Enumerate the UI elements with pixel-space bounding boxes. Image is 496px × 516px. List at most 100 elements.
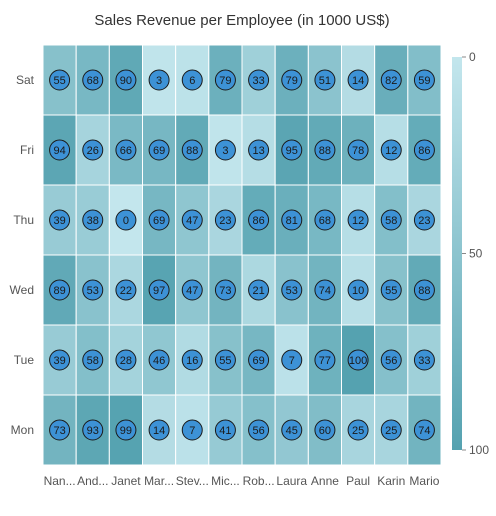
- cell-value-label: 60: [319, 425, 331, 437]
- cell-value-label: 6: [189, 75, 195, 87]
- y-tick-label: Sat: [16, 73, 35, 87]
- cell-value-label: 38: [87, 215, 99, 227]
- cell-marker: [248, 279, 270, 301]
- cell-value-label: 28: [120, 355, 132, 367]
- cell-value-label: 66: [120, 145, 132, 157]
- cell-marker: [181, 69, 203, 91]
- cell-value-label: 59: [418, 75, 430, 87]
- cell-value-label: 73: [219, 285, 231, 297]
- cell-marker: [347, 349, 369, 371]
- cell-marker: [214, 279, 236, 301]
- cell-marker: [380, 69, 402, 91]
- cell-value-label: 46: [153, 355, 165, 367]
- cell-marker: [115, 419, 137, 441]
- cell-value-label: 23: [418, 215, 430, 227]
- cell-marker: [214, 209, 236, 231]
- cell-value-label: 81: [286, 215, 298, 227]
- cell-marker: [413, 139, 435, 161]
- cell-value-label: 45: [286, 425, 298, 437]
- cell-value-label: 7: [189, 425, 195, 437]
- cell-value-label: 69: [252, 355, 264, 367]
- cell-value-label: 93: [87, 425, 99, 437]
- x-tick-label: Rob...: [243, 474, 275, 488]
- cell-marker: [82, 279, 104, 301]
- cell-marker: [181, 349, 203, 371]
- x-tick-label: Paul: [346, 474, 370, 488]
- cell-value-label: 77: [319, 355, 331, 367]
- cell-marker: [148, 419, 170, 441]
- heatmap-cell[interactable]: [108, 254, 144, 326]
- cell-marker: [380, 139, 402, 161]
- cell-marker: [49, 349, 71, 371]
- cell-marker: [181, 279, 203, 301]
- cell-marker: [281, 349, 303, 371]
- cell-value-label: 12: [385, 145, 397, 157]
- cell-marker: [181, 209, 203, 231]
- cell-value-label: 47: [186, 285, 198, 297]
- cell-value-label: 10: [352, 285, 364, 297]
- cell-value-label: 78: [352, 145, 364, 157]
- cell-marker: [148, 69, 170, 91]
- heatmap-cell[interactable]: [341, 114, 376, 186]
- legend-tick-label: 50: [469, 247, 483, 261]
- cell-marker: [248, 69, 270, 91]
- x-tick-label: Mario: [409, 474, 439, 488]
- cell-marker: [148, 349, 170, 371]
- cell-value-label: 79: [286, 75, 298, 87]
- cell-value-label: 7: [289, 355, 295, 367]
- cell-marker: [49, 419, 71, 441]
- cell-marker: [115, 279, 137, 301]
- cell-marker: [82, 349, 104, 371]
- x-tick-label: Mar...: [144, 474, 174, 488]
- cell-marker: [380, 279, 402, 301]
- cell-value-label: 68: [319, 215, 331, 227]
- cell-value-label: 88: [418, 285, 430, 297]
- cell-value-label: 55: [219, 355, 231, 367]
- heatmap-markers: 55 68 90 3 6 79 33 79 51 14 82 59 94 26 66 69 88 3 13 95 88 7…: [49, 69, 435, 441]
- cell-value-label: 69: [153, 215, 165, 227]
- cell-value-label: 88: [319, 145, 331, 157]
- cell-value-label: 73: [53, 425, 65, 437]
- cell-marker: [49, 139, 71, 161]
- cell-marker: [248, 209, 270, 231]
- y-axis-labels: Sat Fri Thu Wed Tue Mon: [10, 73, 35, 437]
- cell-marker: [413, 349, 435, 371]
- cell-marker: [380, 209, 402, 231]
- cell-value-label: 3: [156, 75, 162, 87]
- cell-marker: [115, 139, 137, 161]
- cell-value-label: 47: [186, 215, 198, 227]
- cell-marker: [49, 69, 71, 91]
- cell-value-label: 25: [352, 425, 364, 437]
- legend-tick-label: 100: [469, 443, 489, 457]
- cell-value-label: 21: [252, 285, 264, 297]
- cell-marker: [380, 419, 402, 441]
- cell-value-label: 79: [219, 75, 231, 87]
- cell-marker: [148, 139, 170, 161]
- cell-value-label: 68: [87, 75, 99, 87]
- cell-marker: [115, 69, 137, 91]
- cell-value-label: 14: [153, 425, 165, 437]
- x-tick-label: Karin: [377, 474, 405, 488]
- cell-marker: [347, 419, 369, 441]
- cell-marker: [380, 349, 402, 371]
- heatmap-cells: [42, 44, 442, 466]
- y-tick-label: Fri: [20, 143, 34, 157]
- cell-marker: [214, 69, 236, 91]
- heatmap-cell[interactable]: [274, 44, 309, 116]
- heatmap-cell[interactable]: [75, 114, 110, 186]
- cell-value-label: 97: [153, 285, 165, 297]
- cell-value-label: 74: [418, 425, 430, 437]
- cell-value-label: 69: [153, 145, 165, 157]
- cell-value-label: 94: [53, 145, 65, 157]
- cell-value-label: 53: [87, 285, 99, 297]
- cell-marker: [281, 419, 303, 441]
- cell-marker: [314, 139, 336, 161]
- cell-marker: [214, 419, 236, 441]
- cell-value-label: 89: [53, 285, 65, 297]
- y-tick-label: Thu: [13, 213, 34, 227]
- chart-title: Sales Revenue per Employee (in 1000 US$): [94, 12, 389, 29]
- cell-value-label: 12: [352, 215, 364, 227]
- y-tick-label: Mon: [11, 423, 34, 437]
- cell-marker: [314, 279, 336, 301]
- cell-value-label: 88: [186, 145, 198, 157]
